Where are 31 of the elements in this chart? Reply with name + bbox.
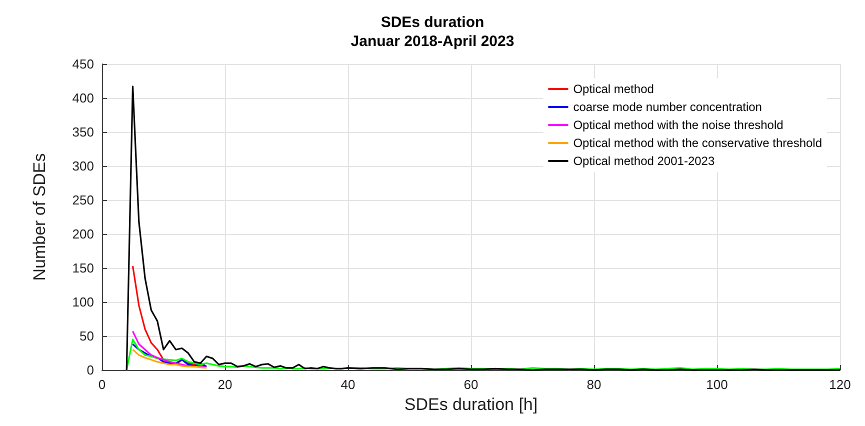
y-tick-label: 350 bbox=[72, 124, 94, 140]
x-tick-label: 40 bbox=[340, 377, 356, 392]
x-tick-label: 60 bbox=[464, 377, 478, 392]
legend-label: Optical method with the conservative threshold bbox=[573, 136, 822, 150]
y-tick-label: 250 bbox=[72, 192, 94, 208]
line-series bbox=[132, 343, 208, 368]
y-tick-label: 0 bbox=[86, 362, 94, 378]
x-tick-label: 80 bbox=[586, 377, 602, 392]
y-tick-label: 100 bbox=[72, 294, 94, 310]
x-tick-label: 20 bbox=[218, 377, 232, 392]
x-tick-label: 0 bbox=[98, 377, 106, 392]
line-series bbox=[126, 86, 841, 371]
y-tick-label: 200 bbox=[72, 226, 94, 242]
y-axis-title: Number of SDEs bbox=[30, 153, 49, 281]
y-tick-label: 450 bbox=[72, 56, 94, 72]
x-tick-label: 120 bbox=[829, 377, 851, 392]
y-tick-label: 400 bbox=[72, 90, 94, 106]
x-tick-label: 100 bbox=[706, 377, 728, 392]
line-series bbox=[126, 338, 841, 371]
x-axis-title: SDEs duration [h] bbox=[404, 395, 538, 414]
legend-label: Optical method with the noise threshold bbox=[573, 118, 784, 132]
y-tick-label: 300 bbox=[72, 158, 94, 174]
chart-title: SDEs duration bbox=[380, 14, 484, 31]
legend-label: Optical method 2001-2023 bbox=[573, 154, 715, 168]
line-series bbox=[132, 330, 208, 368]
chart-subtitle: Januar 2018-April 2023 bbox=[350, 33, 514, 50]
legend-label: Optical method bbox=[573, 82, 654, 96]
legend-label: coarse mode number concentration bbox=[573, 100, 762, 114]
y-tick-label: 150 bbox=[72, 260, 94, 276]
line-series bbox=[132, 348, 208, 369]
y-tick-label: 50 bbox=[80, 328, 94, 344]
